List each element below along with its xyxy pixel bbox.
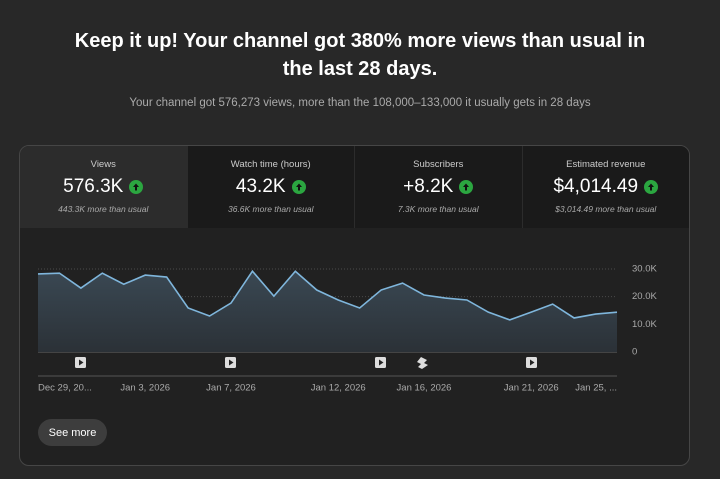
y-tick-label: 0 — [632, 347, 637, 358]
value-text: +8.2K — [403, 176, 454, 197]
value-text: 576.3K — [63, 176, 124, 197]
y-tick-label: 30.0K — [632, 264, 657, 275]
metric-tab[interactable]: Subscribers +8.2K 7.3K more than usual — [354, 146, 522, 228]
headline: the last 28 days. — [282, 58, 438, 80]
up-icon — [459, 180, 474, 194]
up-icon — [644, 180, 659, 194]
x-tick-label: Jan 3, 2026 — [120, 383, 170, 394]
x-tick-label: Jan 16, 2026 — [397, 383, 452, 394]
metric-tab[interactable]: Watch time (hours) 43.2K 36.6K more than u… — [186, 146, 355, 228]
y-tick-label: 10.0K — [632, 319, 657, 330]
value-text: $4,014.49 — [553, 176, 639, 197]
value-text: 43.2K — [235, 176, 286, 197]
y-tick-label: 20.0K — [632, 291, 657, 302]
line — [37, 269, 618, 321]
metric-tab[interactable]: Views 576.3K 443.3K more than usual — [20, 146, 187, 228]
metric-tab[interactable]: Estimated revenue $4,014.49 $3,014.49 more… — [521, 146, 690, 228]
metric-label: Watch time (hours) — [230, 159, 311, 170]
up-icon — [129, 180, 144, 194]
metric-note: 443.3K more than usual — [58, 204, 149, 214]
metric-label: Estimated revenue — [566, 159, 646, 170]
x-tick-label: Jan 12, 2026 — [311, 383, 366, 394]
metric-value: 576.3K — [20, 176, 187, 198]
x-tick-label: Dec 29, 20... — [38, 383, 92, 394]
metric-note: $3,014.49 more than usual — [555, 204, 657, 214]
metric-value: +8.2K — [355, 176, 522, 198]
video-markers — [75, 357, 537, 369]
metric-label: Subscribers — [413, 159, 464, 170]
see-more-button[interactable]: See more — [38, 419, 107, 446]
metric-tabs: Views 576.3K 443.3K more than usual Watch t… — [20, 146, 689, 228]
area — [38, 271, 617, 352]
headline: Keep it up! Your channel got 380% more v… — [74, 30, 646, 52]
metric-value: $4,014.49 — [523, 176, 690, 198]
metric-label: Views — [90, 159, 116, 170]
x-tick-label: Jan 25, ... — [575, 383, 617, 394]
x-tick-label: Jan 7, 2026 — [206, 383, 256, 394]
metric-value: 43.2K — [188, 176, 355, 198]
x-tick-label: Jan 21, 2026 — [504, 383, 559, 394]
metric-note: 7.3K more than usual — [397, 204, 479, 214]
subtitle: Your channel got 576,273 views, more tha… — [129, 97, 591, 109]
metric-note: 36.6K more than usual — [227, 204, 314, 214]
up-icon — [291, 180, 306, 194]
